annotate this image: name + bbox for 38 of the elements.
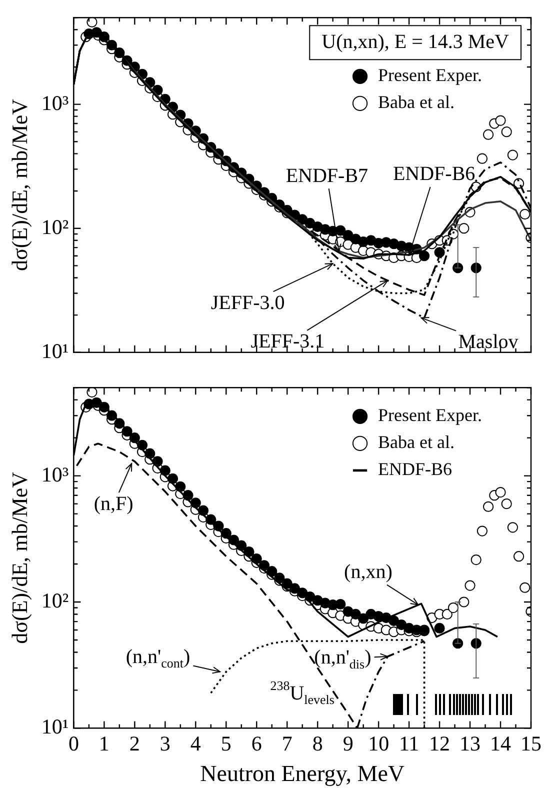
annotation: (n,F): [94, 492, 134, 515]
x-tick-label: 9: [342, 731, 354, 756]
y-axis-title: dσ(E)/dE, mb/MeV: [6, 472, 32, 644]
y-tick-label: 10³: [41, 462, 69, 486]
annotation: JEFF-3.0: [210, 292, 285, 314]
y-tick-label: 10²: [41, 588, 69, 613]
legend-label: Present Exper.: [378, 405, 482, 426]
x-tick-label: 10: [368, 731, 390, 756]
x-tick-label: 12: [429, 731, 450, 756]
x-tick-label: 13: [460, 731, 481, 756]
annotation: (n,xn): [344, 561, 392, 584]
x-tick-label: 6: [251, 731, 262, 756]
legend-label: Baba et al.: [378, 92, 454, 112]
text: U(n,xn), E = 14.3 MeV: [322, 30, 510, 53]
x-tick-label: 0: [68, 731, 79, 756]
y-axis-title: dσ(E)/dE, mb/MeV: [6, 98, 32, 271]
annotation: ENDF-B7: [286, 164, 368, 187]
x-tick-label: 4: [190, 731, 202, 756]
x-tick-label: 7: [282, 731, 292, 756]
x-tick-label: 1: [98, 731, 110, 756]
x-tick-label: 14: [490, 731, 512, 756]
x-tick-label: 2: [129, 731, 140, 756]
annotation: JEFF-3.1: [250, 330, 325, 353]
y-tick-label: 10¹: [41, 714, 69, 739]
annotation: Maslov: [458, 331, 518, 354]
x-axis-title: Neutron Energy, MeV: [200, 761, 405, 786]
legend-label: ENDF-B6: [378, 459, 452, 480]
x-tick-label: 11: [398, 731, 420, 756]
x-tick-label: 3: [160, 731, 170, 756]
y-tick-label: 10²: [41, 214, 69, 239]
y-tick-label: 10³: [41, 90, 69, 115]
x-tick-label: 8: [312, 731, 323, 756]
annotation: ENDF-B6: [392, 163, 476, 186]
legend-label: Baba et al.: [378, 432, 454, 452]
x-tick-label: 5: [220, 731, 232, 756]
y-tick-label: 10¹: [41, 338, 69, 363]
x-tick-label: 15: [520, 731, 542, 756]
legend-label: Present Exper.: [378, 65, 482, 86]
